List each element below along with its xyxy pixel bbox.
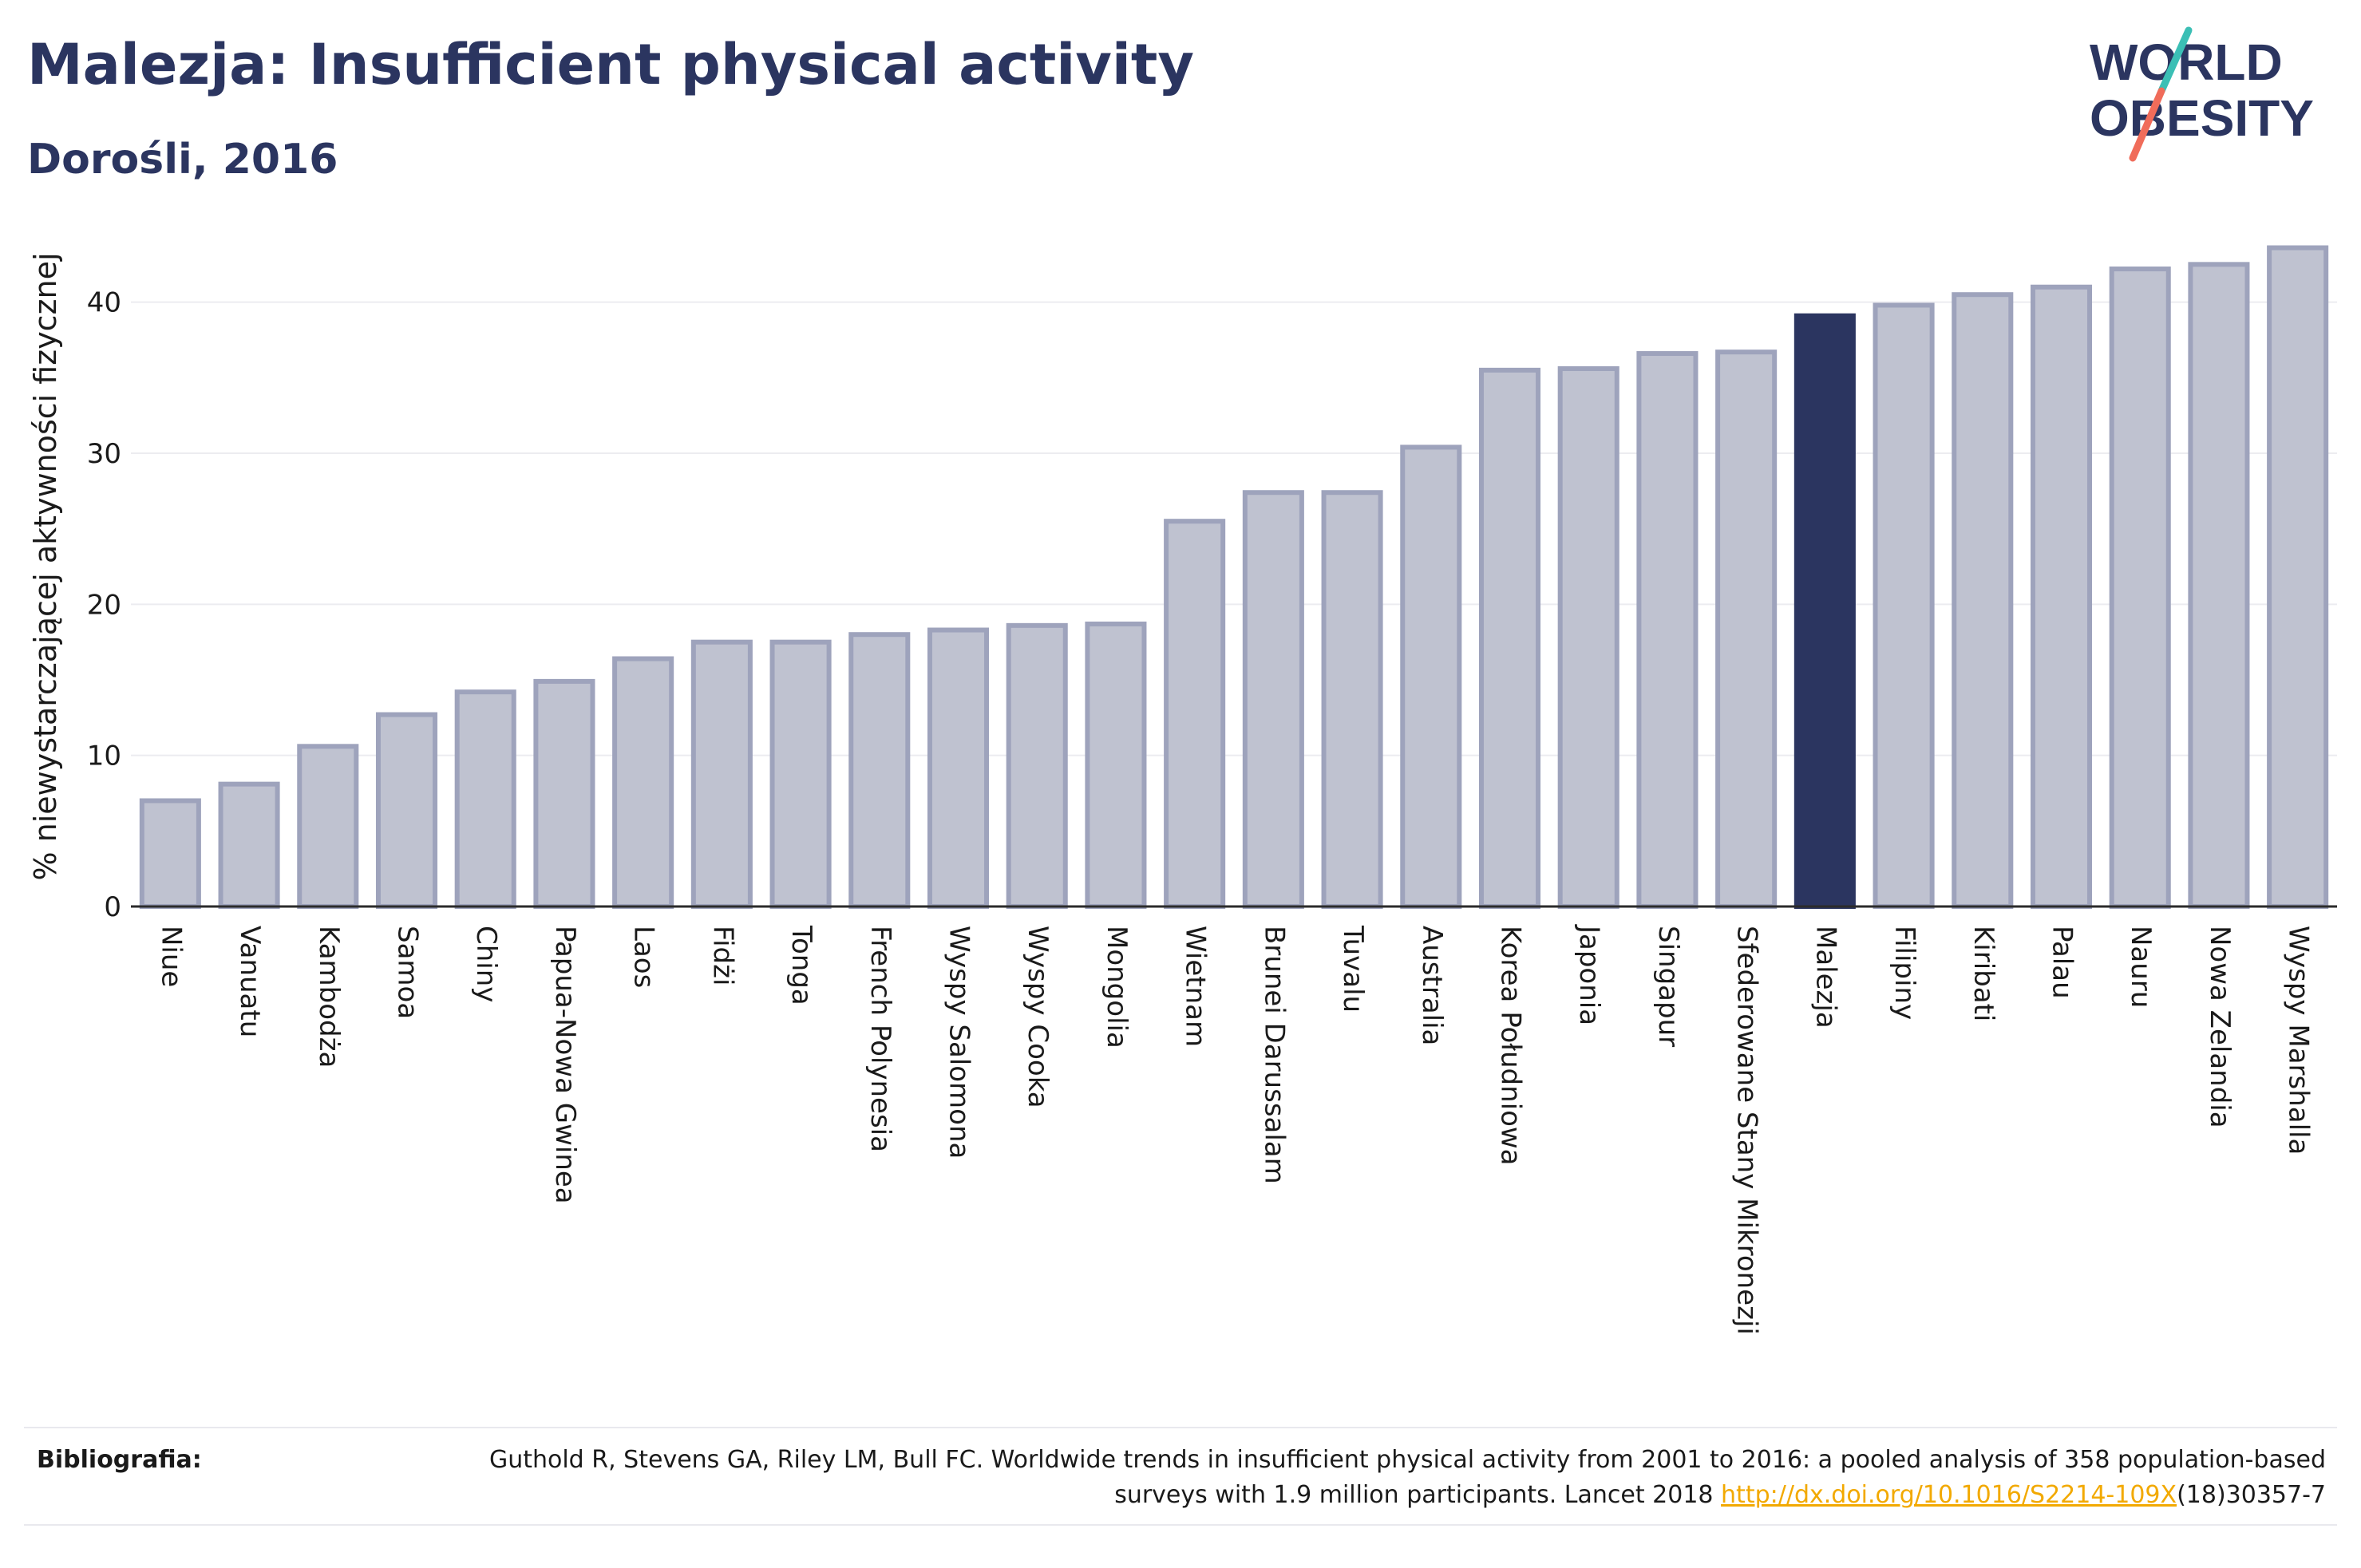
bar xyxy=(1873,302,1935,910)
x-tick-label: Vanuatu xyxy=(234,926,266,1037)
bibliography-citation: Guthold R, Stevens GA, Riley LM, Bull FC… xyxy=(488,1446,2326,1509)
bar-chart: 0 10 20 30 40 Niue Vanuatu Kambodża Samoa Chiny Pa… xyxy=(28,245,2337,1335)
bar-highlight xyxy=(1793,313,1856,909)
x-tick-label: Wietnam xyxy=(1180,926,1212,1047)
x-tick-label: Korea Południowa xyxy=(1495,926,1527,1166)
x-tick-label: Filipiny xyxy=(1888,926,1920,1020)
separator-top xyxy=(24,1427,2337,1428)
logo-slash-coral xyxy=(2129,87,2165,162)
logo-slash-teal xyxy=(2157,26,2193,95)
x-tick-label: Samoa xyxy=(392,926,424,1019)
bar xyxy=(2188,262,2250,910)
x-tick-label: Kiribati xyxy=(1968,926,1999,1021)
x-tick-label: Mongolia xyxy=(1101,926,1133,1049)
bar xyxy=(375,712,438,910)
bar xyxy=(2267,245,2329,909)
bar xyxy=(2109,267,2171,910)
bar xyxy=(1952,292,2014,909)
bibliography-text: Guthold R, Stevens GA, Riley LM, Bull FC… xyxy=(410,1443,2326,1513)
bar xyxy=(2030,284,2093,909)
bar xyxy=(1636,351,1699,910)
bar xyxy=(139,798,201,910)
bar xyxy=(1164,519,1226,909)
bar xyxy=(848,632,911,909)
x-tick-label: Palau xyxy=(2047,926,2078,999)
x-tick-label: Sfederowane Stany Mikronezji xyxy=(1731,926,1763,1335)
y-axis-label: % niewystarczającej aktywności fizycznej xyxy=(28,252,63,880)
x-tick-label: Wyspy Cooka xyxy=(1022,926,1054,1108)
x-tick-label: Nauru xyxy=(2125,926,2157,1008)
x-tick-label: Niue xyxy=(155,926,187,987)
y-tick-label: 30 xyxy=(87,438,121,470)
chart-title: Malezja: Insufficient physical activity xyxy=(27,32,1195,97)
x-tick-label: Laos xyxy=(628,926,660,988)
bar xyxy=(1006,622,1068,910)
bar xyxy=(1085,621,1147,909)
x-tick-label: Tuvalu xyxy=(1337,925,1369,1013)
bar xyxy=(1321,490,1383,909)
bar xyxy=(690,639,753,910)
x-tick-label: Brunei Darussalam xyxy=(1258,926,1290,1184)
bar xyxy=(218,781,280,910)
bar xyxy=(297,744,359,909)
x-tick-label: Wyspy Marshalla xyxy=(2283,926,2315,1155)
world-obesity-logo: WORLD OBESITY xyxy=(2090,26,2314,162)
x-tick-label: Kambodża xyxy=(313,926,345,1068)
x-tick-label: Australia xyxy=(1416,926,1448,1045)
logo-line-obesity: OBESITY xyxy=(2090,89,2314,147)
x-tick-label: Papua-Nowa Gwinea xyxy=(549,926,581,1204)
bibliography-doi-link[interactable]: http://dx.doi.org/10.1016/S2214-109X xyxy=(1721,1481,2177,1509)
bar xyxy=(769,639,832,910)
x-tick-label: Fidżi xyxy=(706,926,738,985)
y-tick-label: 40 xyxy=(87,287,121,319)
x-tick-label: Chiny xyxy=(470,926,502,1002)
bar xyxy=(612,656,674,909)
bar xyxy=(1242,490,1304,909)
bar xyxy=(454,689,516,909)
y-tick-label: 0 xyxy=(104,891,121,923)
x-tick-label: French Polynesia xyxy=(864,926,896,1152)
bar xyxy=(1400,444,1462,909)
bar xyxy=(1715,350,1778,909)
x-tick-label: Singapur xyxy=(1652,926,1684,1047)
x-tick-label: Malezja xyxy=(1809,926,1841,1029)
x-tick-label: Nowa Zelandia xyxy=(2204,926,2236,1128)
x-tick-label: Wyspy Salomona xyxy=(943,926,975,1159)
bar xyxy=(533,678,595,909)
x-tick-label: Japonia xyxy=(1573,924,1605,1025)
bar xyxy=(1478,367,1541,910)
bar xyxy=(1557,365,1619,909)
chart-subtitle: Dorośli, 2016 xyxy=(27,136,338,184)
bibliography-label: Bibliografia: xyxy=(37,1446,202,1474)
y-tick-label: 20 xyxy=(87,589,121,621)
bar xyxy=(927,627,990,910)
y-tick-label: 10 xyxy=(87,741,121,772)
bibliography-citation-suffix: (18)30357-7 xyxy=(2177,1481,2326,1509)
separator-bottom xyxy=(24,1524,2337,1526)
x-tick-label: Tonga xyxy=(785,925,817,1005)
